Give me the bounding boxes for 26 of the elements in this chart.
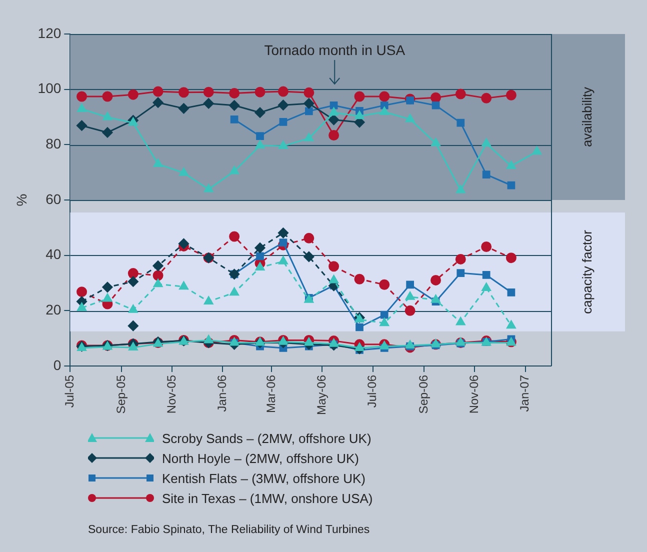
legend-label: Site in Texas – (1MW, onshore USA) — [162, 490, 373, 506]
y-axis-title: % — [13, 194, 30, 206]
y-tick-label: 80 — [46, 136, 62, 152]
x-tick-label: Mar-06 — [264, 374, 278, 413]
x-tick-label: Jan-06 — [215, 374, 230, 412]
legend-label: Scroby Sands – (2MW, offshore UK) — [162, 430, 372, 446]
x-tick-label: Sep-05 — [114, 374, 128, 414]
x-tick-label: Sep-06 — [416, 374, 430, 414]
band-label: capacity factor — [580, 229, 595, 314]
y-tick-label: 60 — [46, 190, 62, 207]
y-tick-label: 40 — [46, 246, 62, 262]
y-tick-label: 20 — [46, 302, 62, 318]
band-label: availability — [580, 86, 595, 147]
legend-label: Kentish Flats – (3MW, offshore UK) — [162, 470, 366, 486]
x-tick-label: May-06 — [314, 374, 328, 415]
x-tick-label: Jan-07 — [518, 374, 532, 412]
legend-label: North Hoyle – (2MW, offshore UK) — [162, 450, 359, 466]
y-tick-label: 0 — [53, 356, 62, 373]
x-tick-label: Nov-05 — [164, 374, 178, 414]
y-tick-label: 100 — [38, 80, 62, 96]
annotation: Tornado month in USA — [264, 42, 406, 58]
x-tick-label: Jul-06 — [365, 374, 380, 408]
x-tick-label: Jul-05 — [62, 374, 76, 408]
y-tick-label: 120 — [38, 24, 62, 41]
source-note: Source: Fabio Spinato, The Reliability of Wind Turbines — [88, 524, 370, 536]
x-tick-label: Nov-06 — [467, 374, 482, 414]
